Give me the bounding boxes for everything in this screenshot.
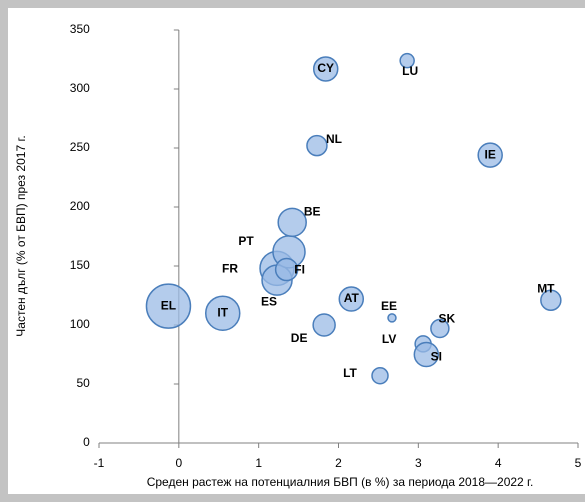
- bubble-label: PT: [238, 234, 254, 248]
- bubble: [274, 257, 299, 282]
- bubble-label: LV: [382, 332, 396, 346]
- bubble: [430, 318, 450, 339]
- bubble-label: ES: [261, 294, 277, 308]
- bubble: [306, 134, 328, 157]
- bubble-label: SK: [439, 312, 456, 326]
- x-axis-label: Среден растеж на потенциалния БВП (в %) …: [147, 475, 534, 489]
- y-axis-label: Частен дълг (% от БВП) през 2017 г.: [14, 135, 28, 336]
- bubble: [312, 56, 339, 82]
- x-tick-label: 2: [335, 456, 342, 470]
- bubble: [277, 207, 307, 238]
- y-tick-label: 50: [76, 376, 90, 390]
- bubble-label: EE: [381, 299, 397, 313]
- x-tick-label: 3: [415, 456, 422, 470]
- bubble: [338, 286, 365, 312]
- x-tick-label: 0: [175, 456, 182, 470]
- bubble-label: LT: [343, 366, 357, 380]
- bubble-label: MT: [537, 281, 555, 295]
- bubble-label: FI: [294, 263, 305, 277]
- bubble-label: EL: [161, 298, 176, 312]
- bubble: [312, 313, 336, 337]
- bubble: [387, 313, 397, 323]
- bubble-label: FR: [222, 262, 238, 276]
- bubble-label: IT: [217, 305, 228, 319]
- bubble-label: AT: [344, 291, 360, 305]
- y-tick-label: 0: [83, 435, 90, 449]
- y-tick-label: 200: [70, 199, 90, 213]
- y-tick-label: 100: [70, 317, 90, 331]
- bubble-label: DE: [291, 331, 308, 345]
- bubble: [204, 295, 241, 331]
- bubble: [540, 289, 562, 311]
- bubble-label: SI: [431, 350, 442, 364]
- bubble: [145, 283, 192, 329]
- y-tick-label: 150: [70, 258, 90, 272]
- x-tick-label: 5: [575, 456, 582, 470]
- x-tick-label: -1: [94, 456, 105, 470]
- bubble-label: NL: [326, 132, 342, 146]
- bubble-label: LU: [402, 64, 418, 78]
- bubble-label: CY: [317, 61, 334, 75]
- bubble: [477, 142, 503, 168]
- bubble: [371, 366, 389, 385]
- bubble: [413, 341, 440, 368]
- y-tick-label: 350: [70, 22, 90, 36]
- x-tick-label: 4: [495, 456, 502, 470]
- y-tick-label: 300: [70, 81, 90, 95]
- x-tick-label: 1: [255, 456, 262, 470]
- bubble: [399, 52, 415, 69]
- bubble-label: BE: [304, 205, 321, 219]
- bubble-label: IE: [485, 147, 496, 161]
- y-tick-label: 250: [70, 140, 90, 154]
